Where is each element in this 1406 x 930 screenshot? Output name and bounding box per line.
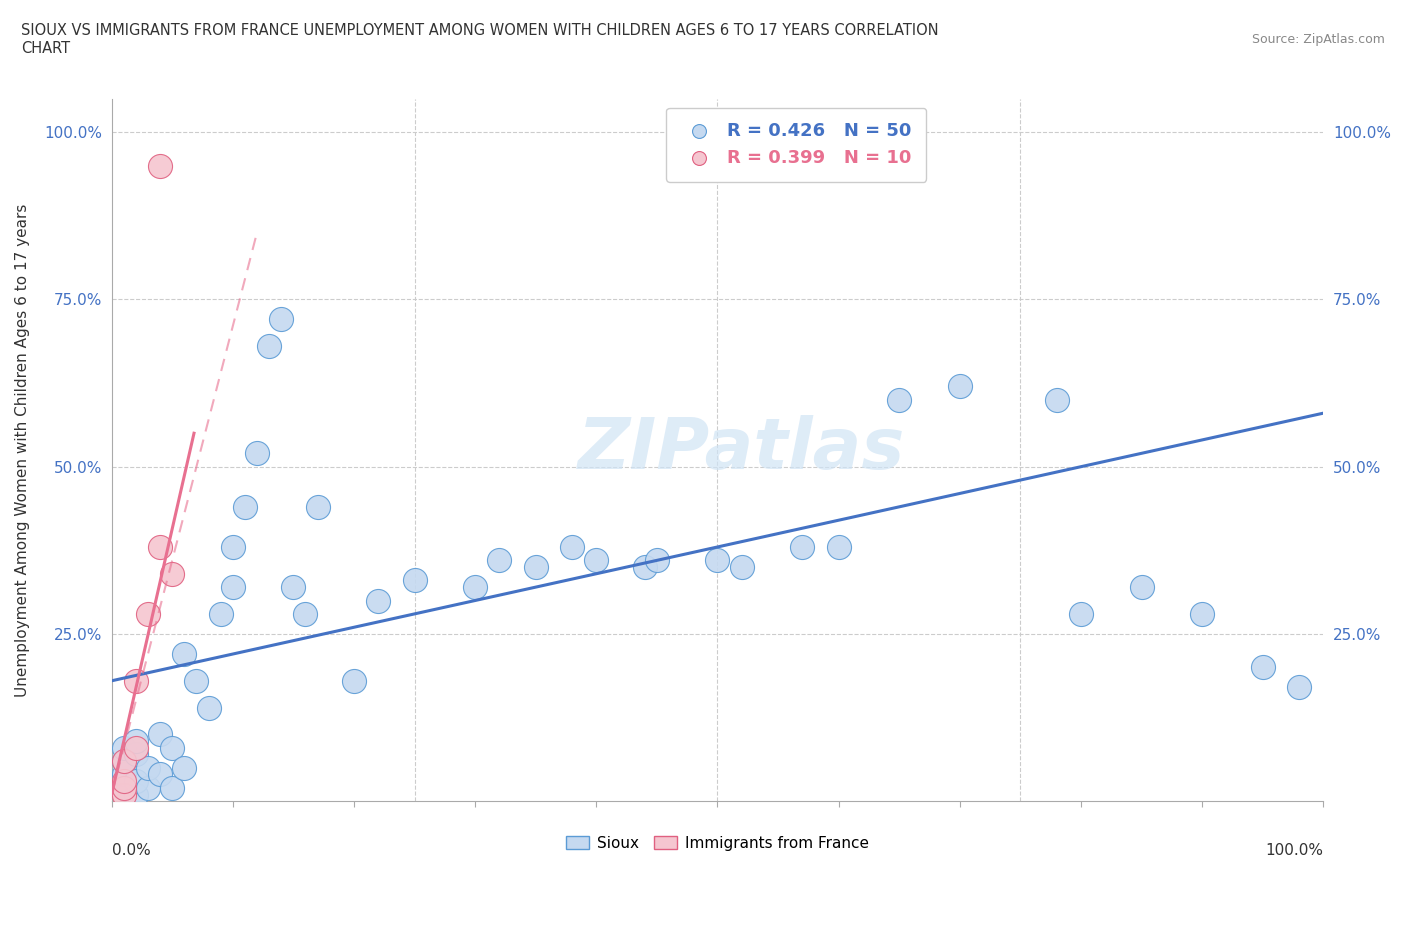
Text: SIOUX VS IMMIGRANTS FROM FRANCE UNEMPLOYMENT AMONG WOMEN WITH CHILDREN AGES 6 TO: SIOUX VS IMMIGRANTS FROM FRANCE UNEMPLOY… [21,23,939,56]
Text: 100.0%: 100.0% [1265,844,1323,858]
Point [270,312,292,327]
Point [222,579,245,594]
Point [524,560,547,575]
Point [343,673,366,688]
Text: Source: ZipAtlas.com: Source: ZipAtlas.com [1251,33,1385,46]
Point [149,767,172,782]
Point [585,553,607,568]
Point [889,392,911,407]
Point [125,774,148,789]
Point [125,747,148,762]
Point [160,740,183,755]
Point [464,579,486,594]
Legend: Sioux, Immigrants from France: Sioux, Immigrants from France [560,830,875,857]
Point [209,606,232,621]
Point [112,774,135,789]
Point [1130,579,1153,594]
Point [257,339,280,353]
Point [367,593,389,608]
Point [125,734,148,749]
Point [246,445,269,460]
Point [173,646,195,661]
Point [1251,660,1274,675]
Point [136,780,159,795]
Point [404,573,426,588]
Point [222,539,245,554]
Point [1046,392,1069,407]
Point [149,158,172,173]
Y-axis label: Unemployment Among Women with Children Ages 6 to 17 years: Unemployment Among Women with Children A… [15,204,30,697]
Point [125,740,148,755]
Point [294,606,316,621]
Point [112,780,135,795]
Point [149,539,172,554]
Point [173,761,195,776]
Point [112,787,135,802]
Point [1191,606,1213,621]
Point [149,727,172,742]
Point [488,553,510,568]
Point [160,566,183,581]
Point [136,761,159,776]
Point [827,539,849,554]
Point [186,673,208,688]
Point [125,787,148,802]
Point [307,499,329,514]
Point [706,553,728,568]
Point [283,579,305,594]
Point [125,673,148,688]
Point [136,606,159,621]
Point [112,780,135,795]
Point [112,753,135,768]
Point [197,700,219,715]
Point [1288,680,1310,695]
Text: ZIPatlas: ZIPatlas [578,416,905,485]
Point [634,560,657,575]
Point [561,539,583,554]
Point [112,767,135,782]
Point [112,740,135,755]
Point [1070,606,1092,621]
Point [731,560,754,575]
Point [645,553,668,568]
Point [112,753,135,768]
Point [233,499,256,514]
Text: 0.0%: 0.0% [111,844,150,858]
Point [792,539,814,554]
Point [949,379,972,393]
Point [160,780,183,795]
